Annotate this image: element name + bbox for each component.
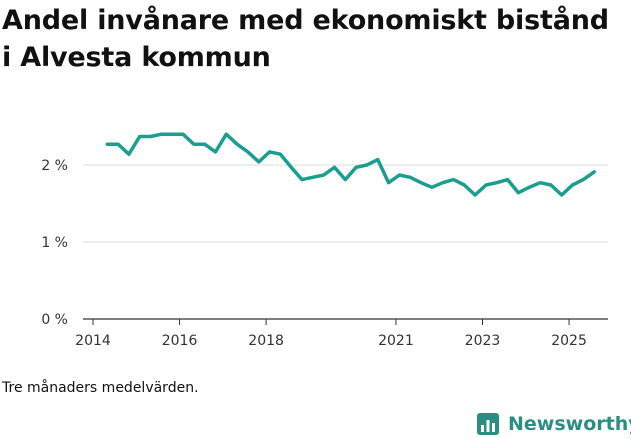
gridlines (83, 164, 608, 320)
x-tick-label: 2023 (465, 333, 501, 349)
footnote: Tre månaders medelvärden. (2, 380, 199, 396)
x-tick-label: 2025 (551, 333, 587, 349)
y-tick-label: 0 % (41, 312, 68, 328)
x-tick-label: 2021 (378, 333, 414, 349)
y-tick-label: 1 % (41, 235, 68, 251)
x-axis-ticks: 2014 2016 2018 2021 2023 2025 (75, 319, 587, 349)
brand-name: Newsworthy (508, 413, 631, 435)
series-line (105, 132, 596, 197)
x-tick-label: 2014 (75, 333, 111, 349)
brand: Newsworthy (476, 409, 631, 439)
x-tick-label: 2018 (248, 333, 284, 349)
line-chart: 0 % 1 % 2 % 2014 2016 2018 2021 2023 2025 (41, 132, 608, 349)
y-axis-ticks: 0 % 1 % 2 % (41, 158, 68, 328)
y-tick-label: 2 % (41, 158, 68, 174)
chart-title: Andel invånare med ekonomiskt bistånd i … (2, 5, 609, 73)
series-layer (105, 132, 596, 197)
bar-chart-logo-icon (477, 413, 499, 435)
x-tick-label: 2016 (162, 333, 198, 349)
